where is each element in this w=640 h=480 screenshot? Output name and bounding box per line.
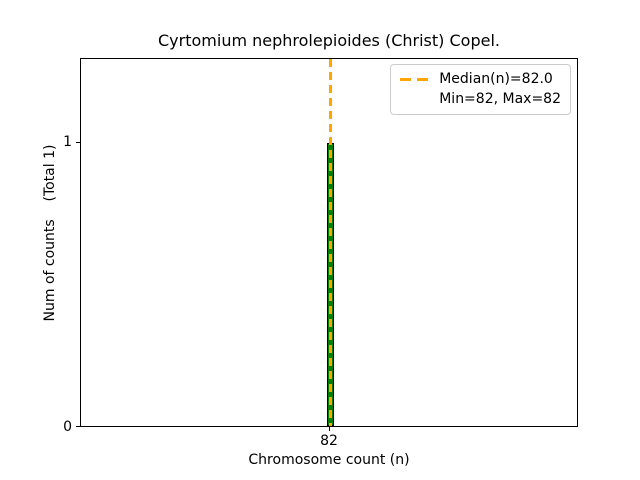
y-tick-label-0: 0 [63, 419, 72, 435]
y-tick-mark-1 [76, 142, 80, 143]
legend-entry-median: Median(n)=82.0 [400, 69, 561, 89]
y-axis-label: Num of counts (Total 1) [42, 144, 58, 322]
median-dashed-line [329, 59, 332, 426]
plot-area: Median(n)=82.0 Min=82, Max=82 [80, 58, 578, 427]
legend-handle-empty [400, 98, 430, 101]
legend-box: Median(n)=82.0 Min=82, Max=82 [390, 64, 571, 115]
dashed-line-icon [400, 77, 431, 81]
x-tick-mark-82 [329, 427, 330, 431]
legend-entry-minmax: Min=82, Max=82 [400, 89, 561, 109]
chart-title: Cyrtomium nephrolepioides (Christ) Copel… [158, 31, 500, 50]
x-axis-label: Chromosome count (n) [248, 452, 410, 468]
x-tick-label-82: 82 [320, 433, 338, 449]
legend-label-median: Median(n)=82.0 [439, 71, 553, 87]
legend-label-minmax: Min=82, Max=82 [439, 91, 561, 107]
y-tick-mark-0 [76, 426, 80, 427]
y-tick-label-1: 1 [63, 134, 72, 150]
